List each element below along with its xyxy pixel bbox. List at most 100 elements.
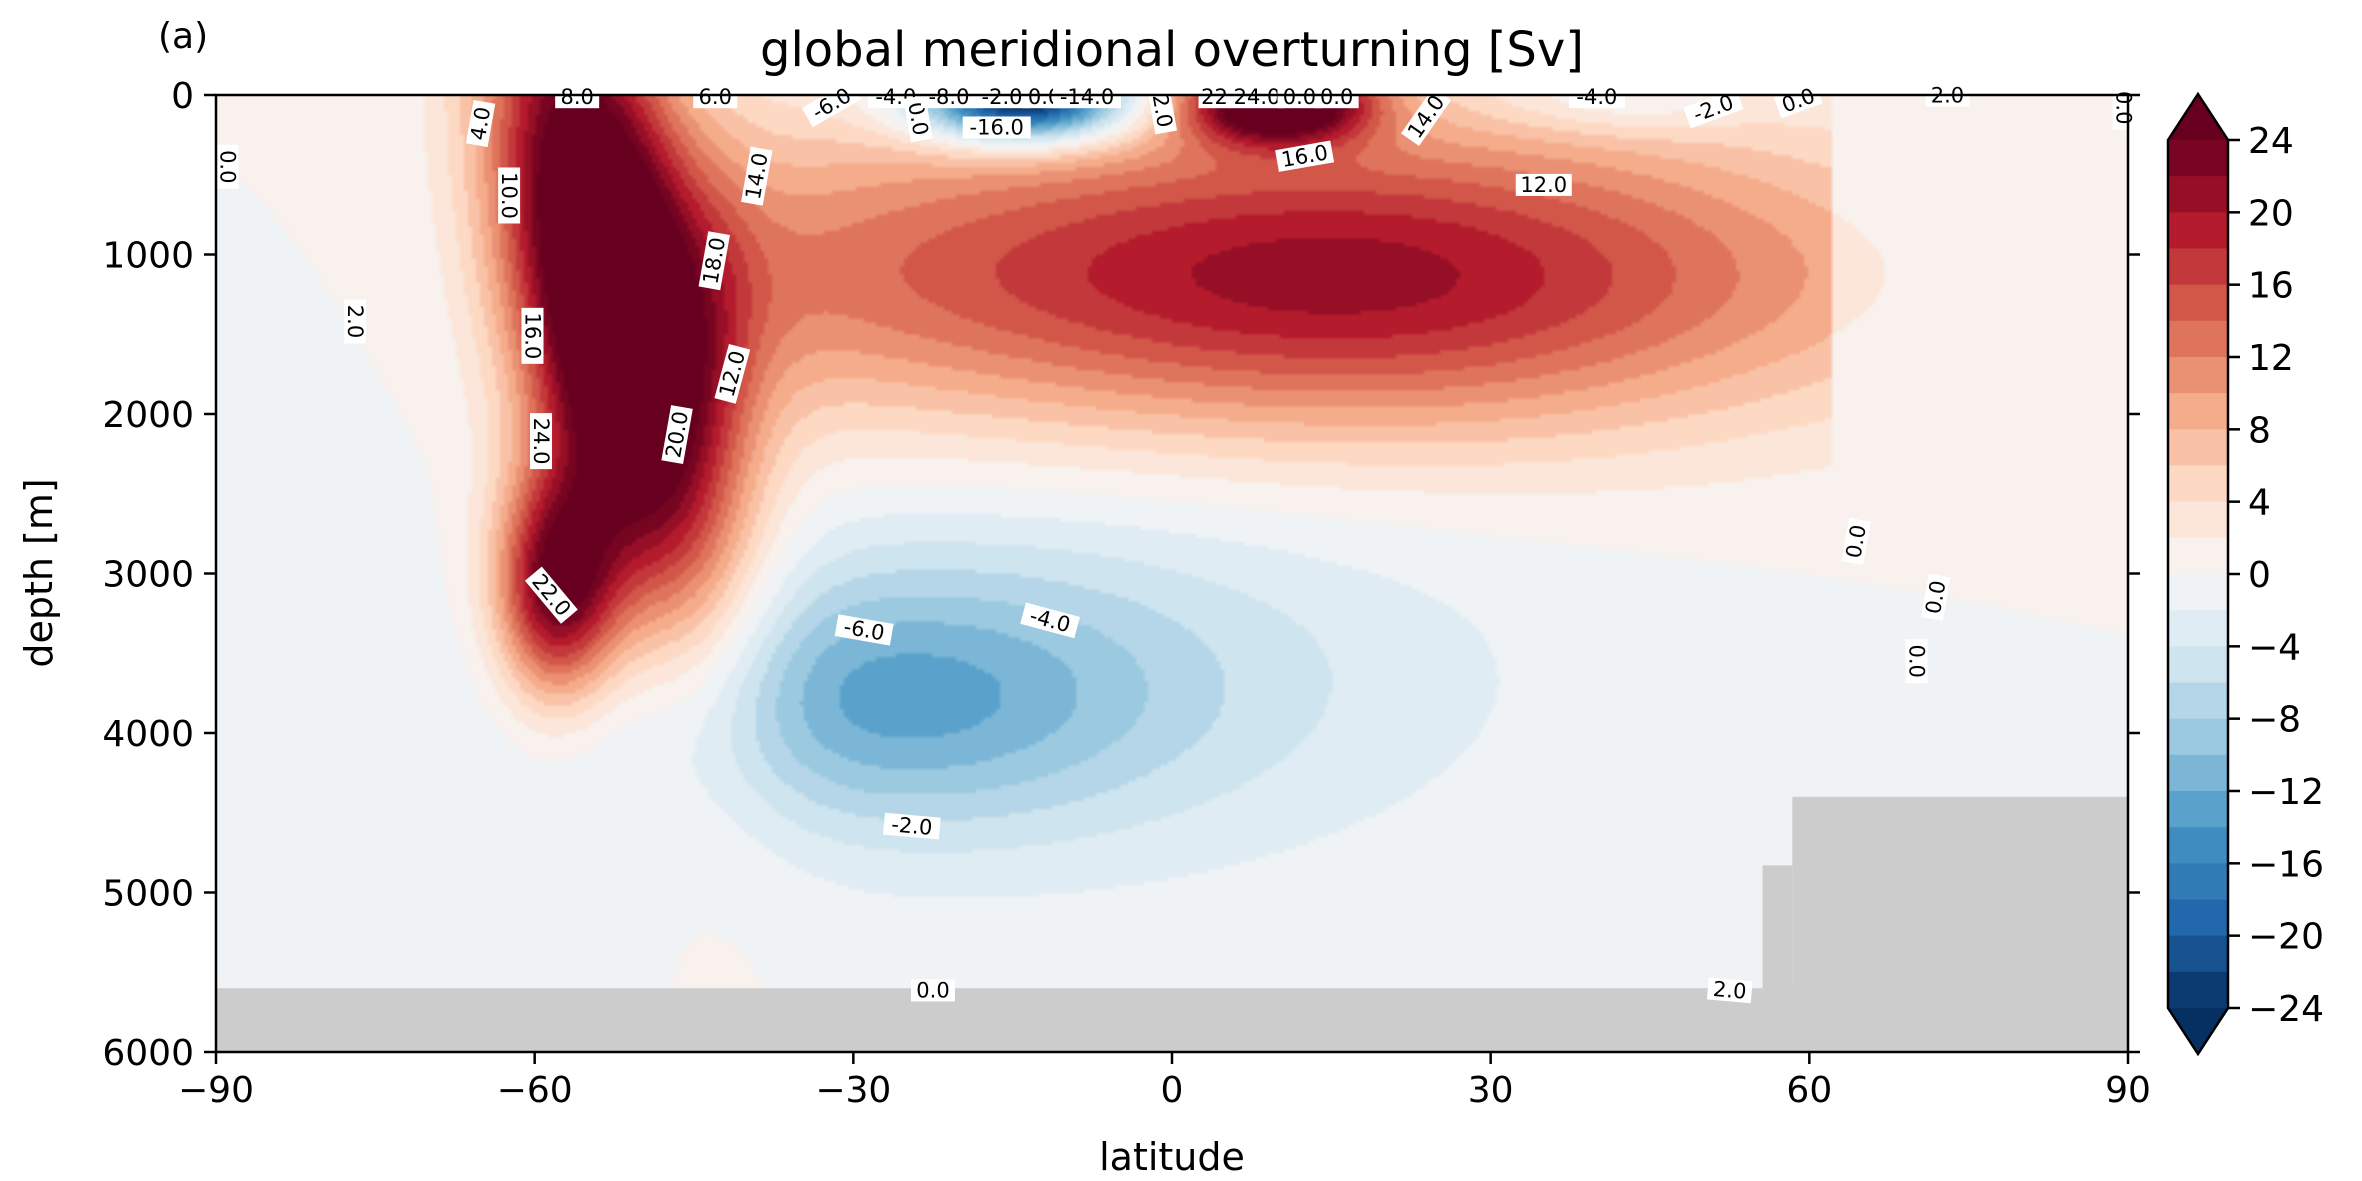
contour-label-text: 10.0 bbox=[497, 172, 521, 219]
contour-label: 6.0 bbox=[693, 85, 738, 109]
colorbar-tick-label: 24 bbox=[2248, 121, 2294, 162]
colorbar-tick-label: 20 bbox=[2248, 193, 2294, 234]
colorbar-segment bbox=[2168, 537, 2228, 575]
contour-label-text: 0.0 bbox=[2112, 91, 2136, 124]
contour-label-text: 4.0 bbox=[466, 105, 495, 142]
contour-label-text: 2.0 bbox=[1712, 977, 1747, 1004]
contour-label-text: -4.0 bbox=[1576, 85, 1617, 109]
contour-label: -6.0 bbox=[834, 614, 894, 646]
x-tick-label: −90 bbox=[178, 1070, 254, 1111]
contour-label-text: 6.0 bbox=[699, 85, 732, 109]
contour-label-box bbox=[465, 99, 496, 148]
contour-label-box bbox=[555, 86, 600, 109]
contour-label: 0.0 bbox=[216, 144, 240, 189]
contour-label-box bbox=[1773, 82, 1823, 119]
contour-label: 24.0 bbox=[529, 413, 553, 470]
contour-label-box bbox=[834, 614, 894, 646]
contour-label-box bbox=[1683, 88, 1744, 129]
x-tick-label: 0 bbox=[1161, 1070, 1184, 1111]
contour-label-box bbox=[661, 405, 693, 465]
colorbar-segment bbox=[2168, 429, 2228, 467]
contour-label-box bbox=[1568, 86, 1625, 109]
colorbar-segment bbox=[2168, 248, 2228, 286]
colorbar-segment bbox=[2168, 863, 2228, 901]
x-tick-label: −30 bbox=[815, 1070, 891, 1111]
colorbar-segment bbox=[2168, 791, 2228, 828]
contour-label-text: -2.0 bbox=[890, 812, 933, 839]
colorbar-extend-max bbox=[2168, 94, 2228, 140]
contour-labels: 0.04.08.0 6.010.02.014.018.016.012.020.02… bbox=[216, 80, 2136, 1004]
contour-label-box bbox=[882, 812, 941, 840]
contour-label-text: 24.0 bbox=[529, 418, 553, 465]
colorbar-extend-min bbox=[2168, 1008, 2228, 1054]
contour-label-box bbox=[911, 979, 955, 1002]
colorbar-segment bbox=[2168, 827, 2228, 864]
contour-label: 22 bbox=[1198, 85, 1231, 109]
contour-label-text: 0.0 bbox=[1283, 85, 1316, 109]
contour-label: 12.0 bbox=[1515, 173, 1572, 197]
contour-label-box bbox=[1228, 86, 1285, 109]
contour-label-text: 0.0 bbox=[216, 150, 240, 183]
y-tick-label: 3000 bbox=[102, 555, 194, 596]
contour-label: 0.0 bbox=[1277, 85, 1322, 109]
contour-label: -8.0 bbox=[920, 85, 977, 109]
contour-label: -16.0 bbox=[962, 115, 1031, 139]
contour-label-box bbox=[1921, 573, 1951, 621]
colorbar-segment bbox=[2168, 357, 2228, 394]
x-tick-label: 30 bbox=[1468, 1070, 1514, 1111]
contour-label-box bbox=[920, 86, 977, 109]
colorbar-segment bbox=[2168, 682, 2228, 720]
colorbar-tick-label: −8 bbox=[2248, 700, 2301, 741]
contour-label-box bbox=[1401, 87, 1452, 147]
contour-label-box bbox=[1275, 140, 1335, 172]
colorbar-segment bbox=[2168, 212, 2228, 250]
contour-label: -2.0 bbox=[974, 85, 1031, 109]
y-tick-label: 2000 bbox=[102, 395, 194, 436]
contour-label: 10.0 bbox=[497, 167, 521, 224]
contour-label-text: 0.0 bbox=[916, 978, 949, 1002]
contour-label-box bbox=[1841, 517, 1871, 566]
colorbar-segment bbox=[2168, 935, 2228, 973]
colorbar-segment bbox=[2168, 646, 2228, 684]
contour-label-box bbox=[1147, 87, 1178, 135]
contour-label: 0.0 bbox=[1921, 573, 1951, 621]
contour-label-text: 8.0 bbox=[560, 85, 593, 109]
x-tick-label: −60 bbox=[497, 1070, 573, 1111]
contour-label: 0.0 bbox=[1905, 639, 1929, 684]
contour-label: -2.0 bbox=[882, 812, 941, 840]
x-axis: −90 −60 −30 0 30 60 90 bbox=[178, 1052, 2151, 1111]
y-tick-label: 1000 bbox=[102, 236, 194, 277]
contour-label-box bbox=[741, 146, 773, 206]
x-axis-label: latitude bbox=[1099, 1135, 1245, 1179]
contour-label: 16.0 bbox=[520, 307, 544, 364]
contour-label-box bbox=[1020, 602, 1080, 639]
contour-label-box bbox=[714, 343, 751, 404]
contour-label-box bbox=[1314, 86, 1359, 109]
y-tick-label: 5000 bbox=[102, 874, 194, 915]
colorbar-tick-label: 12 bbox=[2248, 338, 2294, 379]
contour-label-box bbox=[801, 80, 862, 128]
contour-label-text: 0.0 bbox=[1320, 85, 1353, 109]
colorbar-segment bbox=[2168, 176, 2228, 213]
contour-label-box bbox=[1706, 977, 1753, 1004]
contour-label-text: -2.0 bbox=[982, 85, 1023, 109]
contour-label-box bbox=[1277, 86, 1322, 109]
contour-label: 2.0 bbox=[343, 299, 367, 344]
colorbar-segment bbox=[2168, 754, 2228, 792]
colorbar-tick-label: 8 bbox=[2248, 410, 2271, 451]
y-axis-label: depth [m] bbox=[17, 478, 61, 667]
contour-label-box bbox=[698, 231, 730, 291]
contour-label-box bbox=[524, 566, 578, 624]
colorbar-tick-label: 0 bbox=[2248, 555, 2271, 596]
colorbar-segment bbox=[2168, 465, 2228, 503]
colorbar-tick-label: −24 bbox=[2248, 989, 2324, 1030]
colorbar-segment bbox=[2168, 393, 2228, 430]
contour-label-text: 2.0 bbox=[1148, 92, 1177, 129]
contour-label-text: -8.0 bbox=[928, 85, 969, 109]
contour-label-box bbox=[693, 86, 738, 109]
y-tick-label: 0 bbox=[171, 76, 194, 117]
contour-label: -4.0 bbox=[1568, 85, 1625, 109]
y-axis: 0 1000 2000 3000 4000 5000 6000 bbox=[102, 76, 2140, 1074]
contour-label-text: -14.0 bbox=[1060, 85, 1114, 109]
